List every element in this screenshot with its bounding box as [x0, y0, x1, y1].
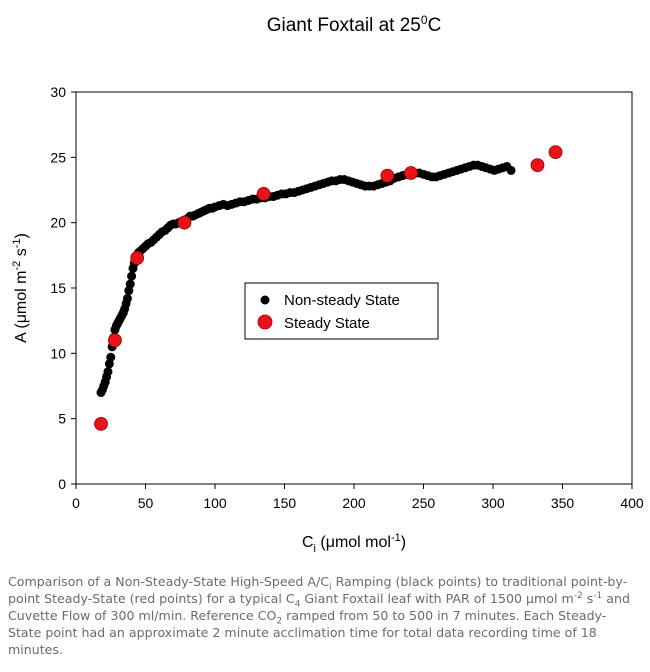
data-point-non-steady	[127, 271, 137, 281]
data-point-non-steady	[122, 293, 132, 303]
x-axis: 0 50 100 150 200 250 300 350 400	[72, 484, 644, 511]
data-point-non-steady	[106, 352, 116, 362]
data-point-steady	[130, 251, 145, 265]
data-point-steady	[177, 215, 192, 230]
series-steady-state	[94, 145, 563, 431]
data-point-steady	[94, 416, 108, 431]
chart-figure: Giant Foxtail at 250C 0 50 100 150 200 250 300…	[11, 13, 644, 555]
y-tick-label: 10	[50, 345, 66, 361]
y-tick-label: 30	[50, 84, 66, 100]
legend-label-steady: Steady State	[284, 315, 370, 332]
x-tick-label: 250	[412, 495, 436, 511]
data-point-steady	[256, 187, 271, 201]
y-tick-label: 20	[50, 215, 66, 231]
data-point-non-steady	[103, 367, 113, 377]
data-point-steady	[380, 168, 395, 183]
y-tick-label: 15	[50, 280, 66, 296]
x-tick-label: 0	[72, 495, 80, 511]
x-tick-label: 200	[342, 495, 366, 511]
series-non-steady-state	[96, 160, 516, 398]
legend-label-non-steady: Non-steady State	[284, 292, 400, 309]
data-point-non-steady	[125, 279, 135, 289]
y-axis-label: A (μmol m-2 s-1)	[11, 233, 30, 343]
chart-svg: Giant Foxtail at 250C 0 50 100 150 200 250 300…	[11, 13, 644, 555]
figure-caption: Comparison of a Non-Steady-State High-Sp…	[8, 574, 630, 657]
data-point-steady	[548, 145, 563, 160]
x-tick-label: 350	[551, 495, 575, 511]
legend-box	[244, 282, 439, 340]
x-tick-label: 400	[620, 495, 644, 511]
x-axis-label: Ci (μmol mol-1)	[302, 532, 406, 555]
y-tick-label: 5	[58, 411, 66, 427]
data-point-steady	[530, 158, 545, 173]
x-tick-label: 150	[273, 495, 297, 511]
legend-marker-non-steady	[260, 295, 270, 305]
data-point-steady	[404, 166, 418, 180]
y-tick-label: 25	[50, 149, 66, 165]
x-tick-label: 300	[481, 495, 505, 511]
legend-marker-steady	[257, 314, 273, 330]
data-point-steady	[108, 333, 122, 348]
data-point-non-steady	[506, 165, 516, 175]
chart-title: Giant Foxtail at 250C	[267, 13, 442, 36]
x-tick-label: 100	[203, 495, 227, 511]
x-tick-label: 50	[138, 495, 154, 511]
legend: Non-steady State Steady State	[244, 282, 439, 340]
y-tick-label: 0	[58, 476, 66, 492]
y-axis: 0 5 10 15 20 25 30	[50, 84, 76, 492]
